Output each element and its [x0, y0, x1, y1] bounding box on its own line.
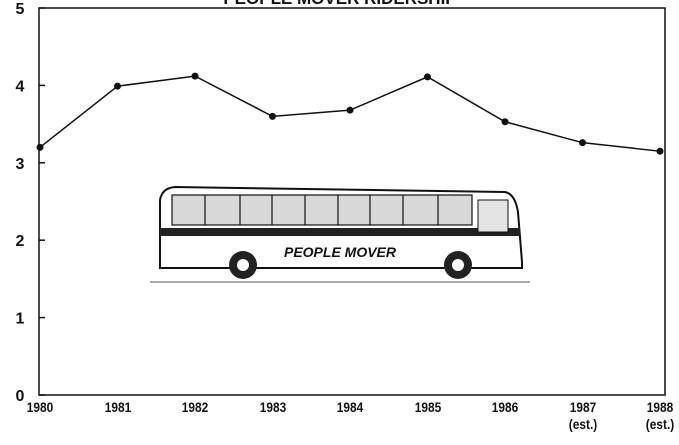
chart: PEOPLE MOVER RIDERSHIP PEOPLE MOVER 0123…	[0, 0, 679, 445]
hub	[452, 259, 464, 271]
bus-windshield	[478, 200, 508, 232]
data-point	[347, 107, 354, 114]
data-point	[114, 83, 121, 90]
bus-windows	[172, 195, 472, 225]
y-tick-label: 5	[16, 1, 25, 18]
page: {"chart_data": {"type": "line", "title":…	[0, 0, 679, 445]
bus-label: PEOPLE MOVER	[284, 244, 397, 260]
hub	[237, 259, 249, 271]
x-tick-label: 1986	[480, 399, 531, 416]
data-point	[37, 144, 44, 151]
bus-illustration: PEOPLE MOVER	[150, 187, 530, 282]
bus-stripe	[160, 228, 520, 236]
data-point	[502, 118, 509, 125]
x-tick-label: 1981	[92, 399, 143, 416]
x-tick-label: 1987 (est.)	[557, 399, 608, 433]
data-point	[192, 73, 199, 80]
y-tick-label: 1	[16, 311, 25, 328]
x-tick-label: 1980	[15, 399, 66, 416]
x-tick-label: 1984	[325, 399, 376, 416]
data-point	[657, 148, 664, 155]
y-tick-label: 2	[16, 233, 25, 250]
data-point	[579, 139, 586, 146]
x-tick-label: 1982	[170, 399, 221, 416]
x-tick-label: 1988 (est.)	[635, 399, 679, 433]
y-tick-label: 4	[16, 78, 25, 95]
y-tick-label: 3	[16, 156, 25, 173]
chart-title: PEOPLE MOVER RIDERSHIP	[223, 0, 456, 8]
x-tick-label: 1985	[402, 399, 453, 416]
x-tick-label: 1983	[247, 399, 298, 416]
data-point	[269, 113, 276, 120]
data-point	[424, 73, 431, 80]
